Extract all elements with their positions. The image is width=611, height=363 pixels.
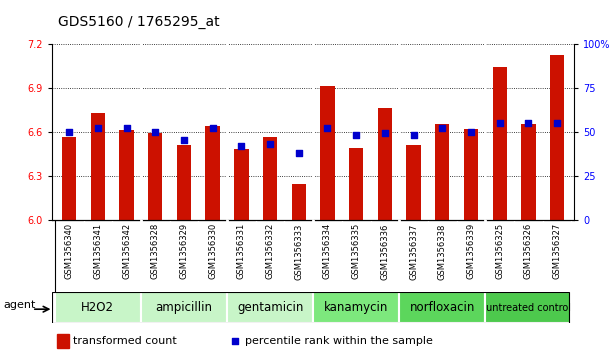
Point [409, 132, 419, 138]
Point [323, 125, 332, 131]
Text: GSM1356331: GSM1356331 [237, 223, 246, 280]
Text: GSM1356326: GSM1356326 [524, 223, 533, 280]
Point [230, 338, 240, 344]
Text: GSM1356332: GSM1356332 [266, 223, 274, 280]
Point [524, 120, 533, 126]
Bar [521, 124, 536, 220]
Text: GSM1356336: GSM1356336 [381, 223, 389, 280]
Text: GSM1356327: GSM1356327 [552, 223, 562, 280]
Bar [205, 126, 220, 220]
Bar [399, 292, 485, 323]
Text: GSM1356329: GSM1356329 [180, 223, 188, 280]
Point [179, 138, 189, 143]
Text: ampicillin: ampicillin [155, 301, 213, 314]
Point [495, 120, 505, 126]
Text: GSM1356333: GSM1356333 [295, 223, 303, 280]
Bar [62, 138, 76, 220]
Text: GSM1356337: GSM1356337 [409, 223, 418, 280]
Bar [435, 124, 450, 220]
Text: GSM1356328: GSM1356328 [151, 223, 159, 280]
Point [351, 132, 361, 138]
Point [122, 125, 131, 131]
Text: kanamycin: kanamycin [324, 301, 389, 314]
Point [466, 129, 476, 135]
Bar [320, 86, 335, 220]
Bar [291, 184, 306, 220]
Point [150, 129, 160, 135]
Point [380, 130, 390, 136]
Text: H2O2: H2O2 [81, 301, 114, 314]
Text: GSM1356330: GSM1356330 [208, 223, 217, 280]
Bar [55, 292, 141, 323]
Bar [148, 133, 163, 220]
Text: GSM1356341: GSM1356341 [93, 223, 103, 280]
Bar [349, 148, 364, 220]
Text: GSM1356339: GSM1356339 [467, 223, 475, 280]
Text: gentamicin: gentamicin [237, 301, 303, 314]
Bar [263, 138, 277, 220]
Bar [492, 67, 507, 220]
Bar [378, 108, 392, 220]
Bar [485, 292, 571, 323]
Bar [313, 292, 399, 323]
Text: GDS5160 / 1765295_at: GDS5160 / 1765295_at [58, 15, 220, 29]
Bar [464, 129, 478, 220]
Text: GSM1356325: GSM1356325 [495, 223, 504, 280]
Text: GSM1356335: GSM1356335 [352, 223, 360, 280]
Bar [141, 292, 227, 323]
Point [294, 150, 304, 156]
Bar [119, 130, 134, 220]
Bar [57, 334, 68, 348]
Bar [406, 145, 421, 220]
Bar [227, 292, 313, 323]
Bar [90, 113, 105, 220]
Bar [234, 149, 249, 220]
Text: GSM1356342: GSM1356342 [122, 223, 131, 280]
Point [265, 141, 275, 147]
Bar [550, 55, 565, 220]
Point [552, 120, 562, 126]
Text: agent: agent [3, 299, 35, 310]
Text: GSM1356338: GSM1356338 [438, 223, 447, 280]
Point [93, 125, 103, 131]
Point [437, 125, 447, 131]
Point [208, 125, 218, 131]
Text: percentile rank within the sample: percentile rank within the sample [245, 336, 433, 346]
Text: norfloxacin: norfloxacin [409, 301, 475, 314]
Text: GSM1356334: GSM1356334 [323, 223, 332, 280]
Text: untreated control: untreated control [486, 303, 571, 313]
Point [236, 143, 246, 148]
Point [64, 129, 74, 135]
Bar [177, 145, 191, 220]
Text: GSM1356340: GSM1356340 [65, 223, 74, 280]
Text: transformed count: transformed count [73, 336, 177, 346]
